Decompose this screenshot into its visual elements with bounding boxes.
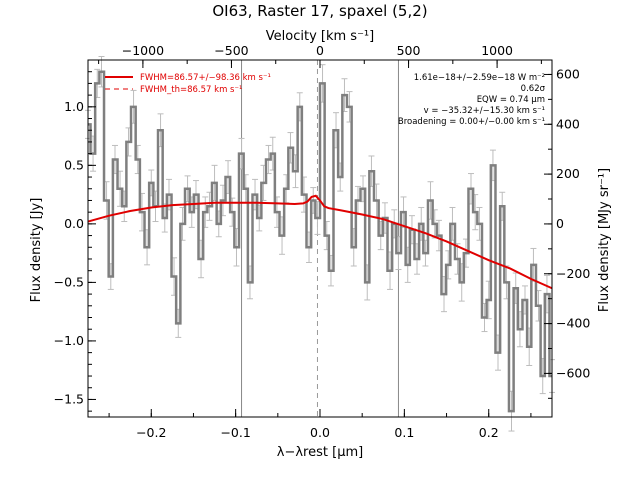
top-tick-label: 0: [316, 43, 324, 58]
right-tick-label: −200: [556, 266, 590, 281]
x-tick-label: −0.1: [220, 425, 250, 440]
y-tick-label: −1.0: [54, 333, 84, 348]
right-tick-label: 0: [556, 216, 564, 231]
y-tick-label: 0.5: [64, 157, 84, 172]
annotation-velocity: v = −35.32+/−15.30 km s⁻¹: [424, 106, 545, 116]
annotation-sigma: 0.62σ: [521, 84, 546, 94]
axis-ticks: −0.2 −0.1 0.0 0.1 0.2 −1000 −500 0 500 1000 −1.5 −1…: [54, 43, 591, 440]
right-axis-label: Flux density [MJy sr⁻¹]: [597, 168, 612, 312]
spectrum-series: [88, 70, 552, 413]
fit-series: [87, 194, 553, 290]
legend-entry-fwhm-th: FWHM_th=86.57 km s⁻¹: [140, 85, 242, 95]
y-tick-label: 0.0: [64, 216, 84, 231]
right-tick-label: 400: [556, 116, 580, 131]
top-tick-label: −1000: [122, 43, 164, 58]
x-tick-label: 0.0: [310, 425, 330, 440]
legend-entry-fwhm: FWHM=86.57+/−98.36 km s⁻¹: [140, 73, 271, 83]
top-axis-label: Velocity [km s⁻¹]: [266, 29, 374, 44]
y-tick-label: 1.0: [64, 99, 84, 114]
annotations: 1.61e−18+/−2.59e−18 W m⁻² 0.62σ EQW = 0.…: [398, 73, 546, 127]
y-tick-label: −1.5: [54, 391, 84, 406]
annotation-flux: 1.61e−18+/−2.59e−18 W m⁻²: [414, 73, 545, 83]
top-tick-label: −500: [214, 43, 248, 58]
x-tick-label: 0.1: [394, 425, 414, 440]
top-tick-label: 1000: [481, 43, 513, 58]
y-tick-label: −0.5: [54, 274, 84, 289]
y-axis-label: Flux density [Jy]: [29, 198, 44, 303]
annotation-eqw: EQW = 0.74 μm: [477, 95, 545, 105]
right-tick-label: −400: [556, 316, 590, 331]
plot-frame: [87, 59, 553, 418]
legend: FWHM=86.57+/−98.36 km s⁻¹ FWHM_th=86.57 …: [105, 73, 271, 95]
right-tick-label: −600: [556, 365, 590, 380]
x-axis-label: λ−λrest [μm]: [277, 445, 363, 460]
top-tick-label: 500: [397, 43, 421, 58]
chart-title: OI63, Raster 17, spaxel (5,2): [212, 2, 427, 20]
right-tick-label: 600: [556, 66, 580, 81]
right-tick-label: 200: [556, 166, 580, 181]
x-tick-label: 0.2: [479, 425, 499, 440]
x-tick-label: −0.2: [136, 425, 166, 440]
annotation-broadening: Broadening = 0.00+/−0.00 km s⁻¹: [398, 117, 545, 127]
